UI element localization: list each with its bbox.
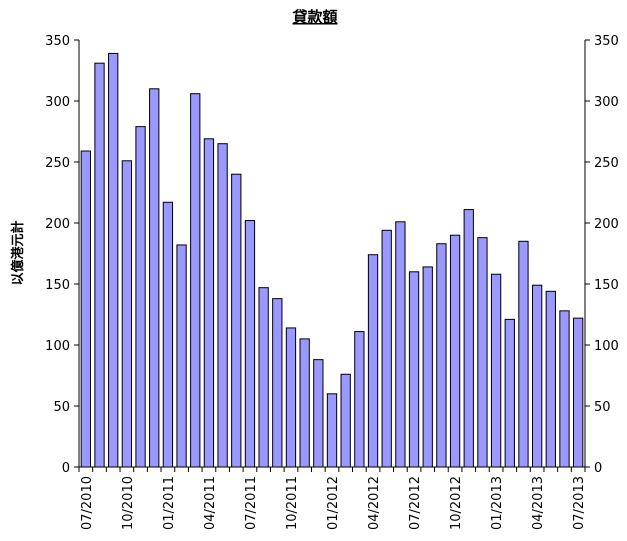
bar [477,237,488,468]
x-tick-label: 01/2012 [326,476,341,530]
bar [190,93,201,468]
y2-tick-label: 0 [594,461,602,476]
bar [463,209,474,468]
x-tick-label: 07/2013 [572,476,587,530]
bar [395,221,406,468]
bar [176,244,187,468]
x-tick-label: 10/2012 [449,476,464,530]
bar [367,254,379,468]
bar [80,150,91,468]
bar [258,287,269,468]
bar [313,359,324,468]
y-tick-label: 0 [62,461,70,476]
y-tick-label: 150 [45,278,70,293]
y2-tick-label: 250 [594,156,619,171]
x-tick-label: 07/2011 [244,476,259,530]
chart-title: 貸款額 [292,8,337,26]
y2-tick-label: 150 [594,278,619,293]
x-tick-label: 10/2010 [121,476,136,530]
x-tick-label: 10/2011 [285,476,300,530]
bar [531,284,543,468]
bar [573,317,584,468]
y2-tick-label: 100 [594,339,619,354]
y2-tick-label: 350 [594,34,619,49]
bar [135,126,146,468]
x-tick-label: 04/2013 [531,476,546,530]
x-tick-label: 07/2012 [408,476,423,530]
bar [408,271,420,468]
bar [504,318,515,468]
bar [422,266,433,468]
bar [162,201,174,468]
y-tick-label: 300 [45,95,70,110]
y-tick-label: 250 [45,156,70,171]
bar [231,173,242,468]
bar [490,273,502,468]
x-tick-label: 07/2010 [80,476,95,530]
bar [381,229,392,468]
x-tick-label: 01/2011 [162,476,177,530]
bar [449,234,461,468]
x-tick-label: 01/2013 [490,476,505,530]
bar [299,338,310,468]
x-tick-label: 04/2011 [203,476,218,530]
bar [244,220,256,468]
bar [545,290,556,468]
y2-tick-label: 200 [594,217,619,232]
bar [272,298,283,468]
y-tick-label: 50 [53,400,70,415]
x-tick-label: 04/2012 [367,476,382,530]
bar [559,310,570,468]
bar [94,62,105,468]
bar [217,143,228,468]
bar [203,138,215,468]
bar [149,88,160,468]
y-tick-label: 100 [45,339,70,354]
bar [354,331,365,468]
bar [108,52,119,468]
y-tick-label: 200 [45,217,70,232]
y2-tick-label: 300 [594,95,619,110]
bar [326,393,338,468]
y-axis-label: 以億港元計 [10,220,26,285]
bar [518,240,529,468]
bar [340,373,351,468]
bar [285,327,297,468]
bar [121,160,133,468]
y-tick-label: 350 [45,34,70,49]
y2-tick-label: 50 [594,400,611,415]
bar [436,243,447,468]
